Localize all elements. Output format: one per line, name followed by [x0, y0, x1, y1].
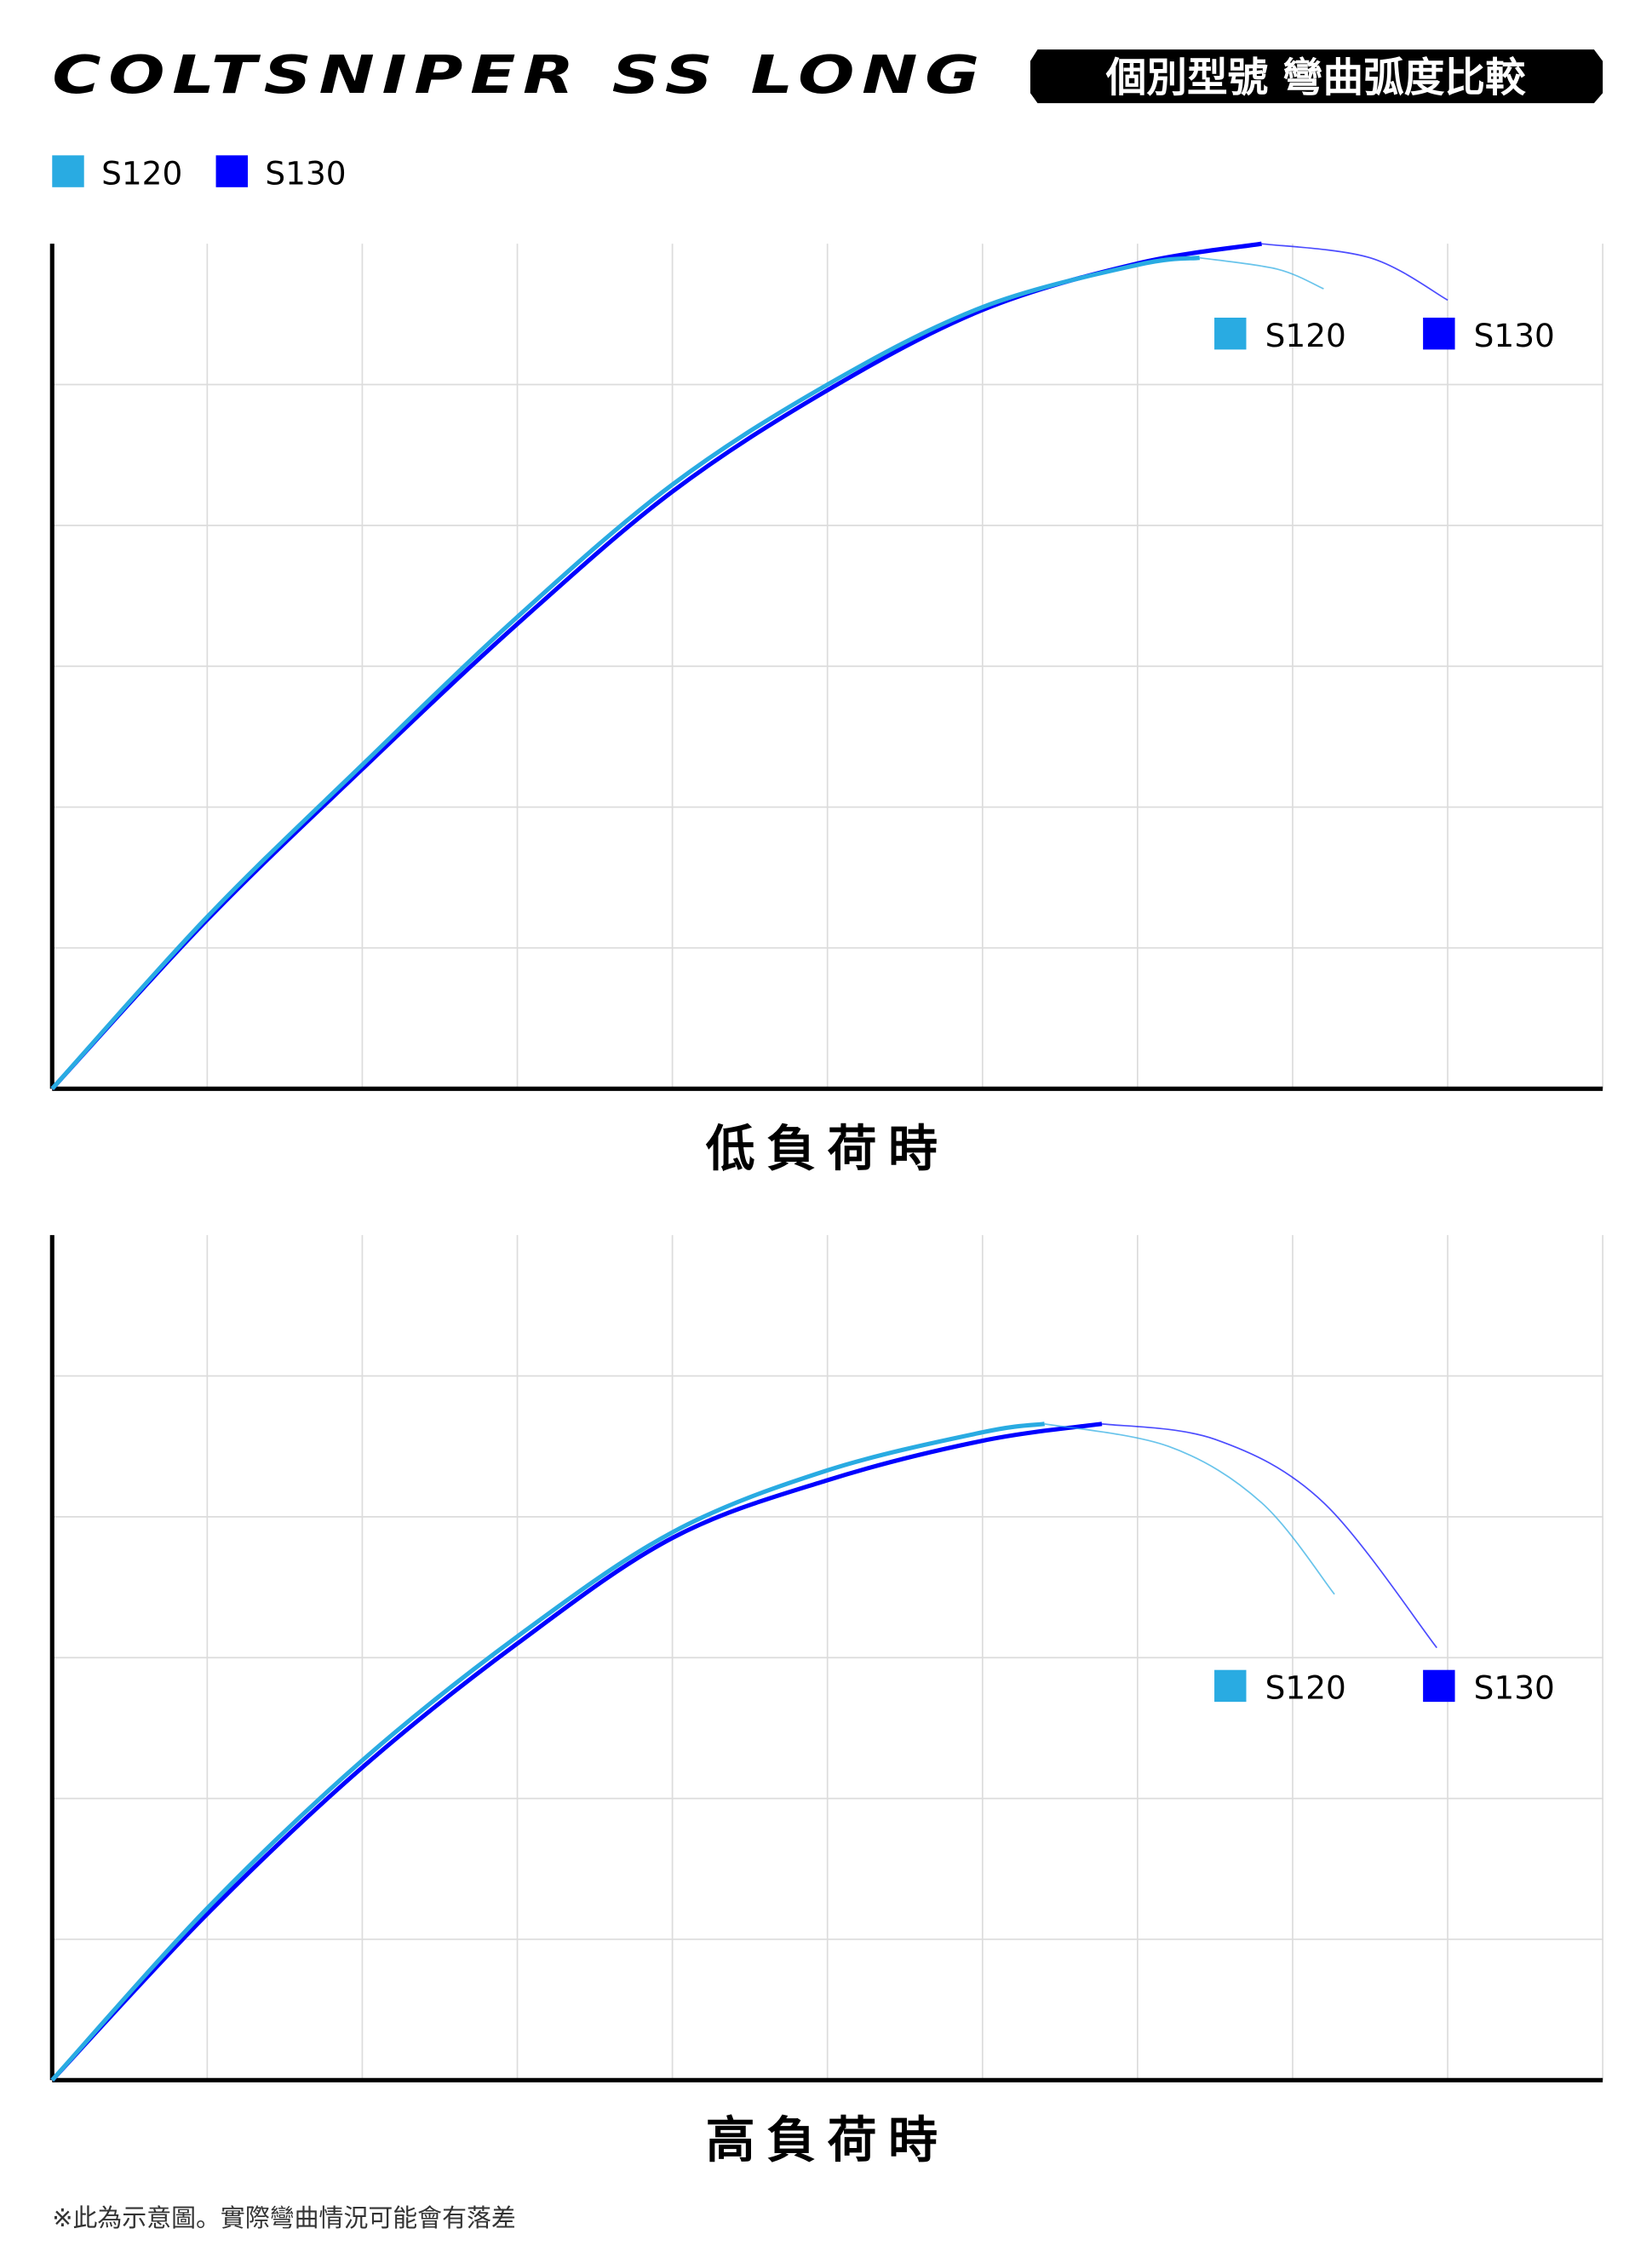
- legend-swatch-s130: [1423, 317, 1455, 350]
- series-line-s130: [50, 1422, 1103, 2082]
- legend-label-s130: S130: [265, 154, 346, 192]
- legend-swatch-s120: [1214, 1669, 1247, 1703]
- legend-swatch-s120: [1214, 317, 1247, 350]
- legend: S120 S130: [52, 154, 347, 192]
- legend-swatch-s130: [1423, 1669, 1455, 1703]
- series-line-s120: [50, 256, 1200, 1091]
- series-line-s120: [50, 1422, 1045, 2082]
- brand-logo: COLTSNIPER SS LONG: [52, 45, 987, 106]
- legend-label-s120: S120: [1265, 1669, 1346, 1707]
- legend-label-s130: S130: [1474, 317, 1555, 354]
- footnote: ※此為示意圖。實際彎曲情況可能會有落差: [52, 2203, 516, 2232]
- legend-label-s130: S130: [1474, 1669, 1555, 1707]
- chart-low-load: S120 S130: [49, 241, 1603, 1091]
- series-tip-s120: [1199, 256, 1324, 290]
- legend-label-s120: S120: [1265, 317, 1346, 354]
- chart-title-high-load: 高負荷時: [706, 2111, 949, 2168]
- legend-swatch-s130: [215, 155, 248, 187]
- chart-title-low-load: 低負荷時: [706, 1119, 949, 1177]
- series-tip-s120: [1044, 1422, 1335, 1595]
- chart-high-load: S120 S130: [49, 1235, 1603, 2082]
- title-badge: 個別型號 彎曲弧度比較: [1030, 49, 1603, 104]
- series-tip-s130: [1261, 243, 1448, 302]
- legend-swatch-s120: [52, 155, 84, 187]
- series-tip-s130: [1101, 1422, 1437, 1649]
- legend-label-s120: S120: [101, 154, 182, 192]
- title-badge-text: 個別型號 彎曲弧度比較: [1105, 55, 1526, 101]
